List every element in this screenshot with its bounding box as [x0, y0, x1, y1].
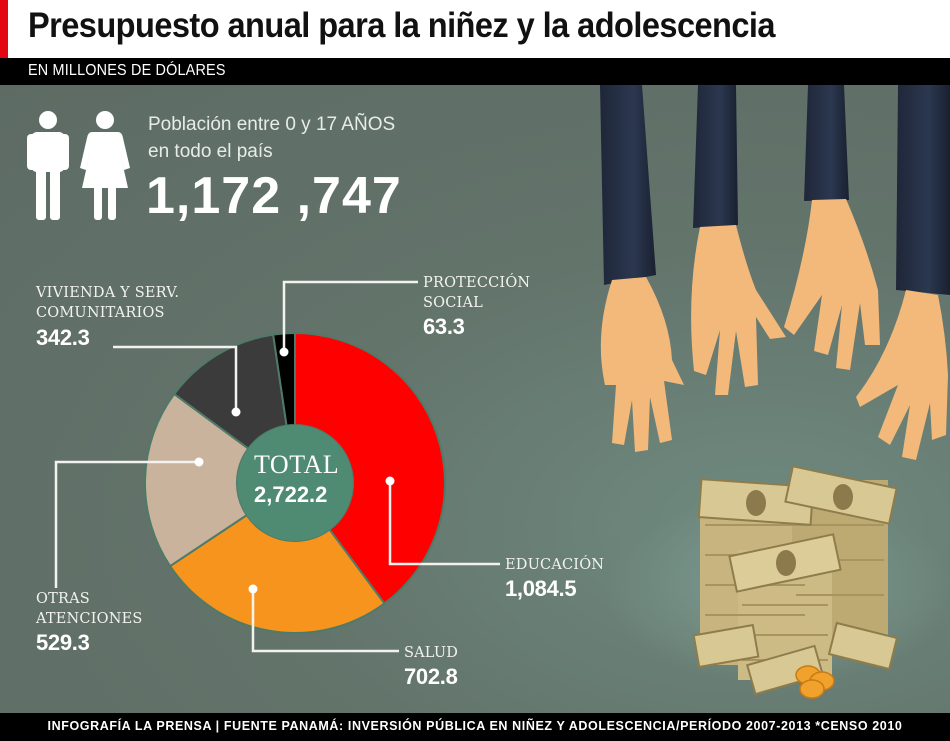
label-vivienda: VIVIENDA Y SERV. COMUNITARIOS: [36, 283, 179, 323]
label-educacion: EDUCACIÓN: [505, 557, 605, 573]
male-person-icon: [27, 111, 69, 220]
hands-and-money-illustration: [600, 85, 950, 699]
value-salud: 702.8: [404, 664, 458, 689]
leader-dots: [194, 347, 395, 594]
population-value: 1,172 ,747: [146, 167, 402, 225]
sleeve-icons: [600, 85, 950, 295]
value-otras-atenciones: 529.3: [36, 630, 90, 655]
center-disc: [237, 425, 353, 541]
slice-otras-atenciones: [144, 392, 250, 568]
leader-lines: [54, 280, 500, 653]
population-label-line1: Población entre 0 y 17 AÑOS: [148, 114, 396, 135]
total-value: 2,722.2: [254, 482, 328, 507]
label-salud: SALUD: [404, 645, 459, 661]
people-icons: [27, 111, 130, 220]
donut-chart: [54, 280, 500, 653]
label-line2: ATENCIONES: [36, 611, 143, 627]
value-educacion: 1,084.5: [505, 576, 577, 601]
population-label-line2: en todo el país: [148, 141, 273, 162]
label-line2: COMUNITARIOS: [36, 305, 165, 321]
hand-icons: [600, 199, 948, 460]
label-proteccion-social: PROTECCIÓN SOCIAL: [423, 273, 530, 313]
label-line1: PROTECCIÓN: [423, 275, 531, 291]
footer: INFOGRAFÍA LA PRENSA | FUENTE PANAMÁ: IN…: [0, 713, 950, 741]
accent-bar: [0, 0, 8, 58]
source-credit: INFOGRAFÍA LA PRENSA | FUENTE PANAMÁ: IN…: [47, 719, 903, 733]
page-title: Presupuesto anual para la niñez y la ado…: [28, 6, 775, 45]
money-stack-icons: [692, 465, 899, 696]
units-subtitle: EN MILLONES DE DÓLARES: [28, 62, 226, 79]
value-vivienda: 342.3: [36, 325, 90, 350]
coin-icons: [795, 665, 835, 699]
subtitle-bar: EN MILLONES DE DÓLARES: [0, 58, 950, 85]
label-line1: OTRAS: [36, 591, 90, 607]
label-otras-atenciones: OTRAS ATENCIONES: [36, 589, 143, 629]
label-line2: SOCIAL: [423, 295, 483, 311]
label-line1: VIVIENDA Y SERV.: [36, 285, 180, 301]
value-proteccion-social: 63.3: [423, 314, 465, 339]
header: Presupuesto anual para la niñez y la ado…: [0, 0, 950, 58]
female-person-icon: [80, 111, 130, 220]
population-label: Población entre 0 y 17 AÑOS en todo el p…: [148, 111, 395, 165]
total-label: TOTAL: [254, 450, 340, 479]
